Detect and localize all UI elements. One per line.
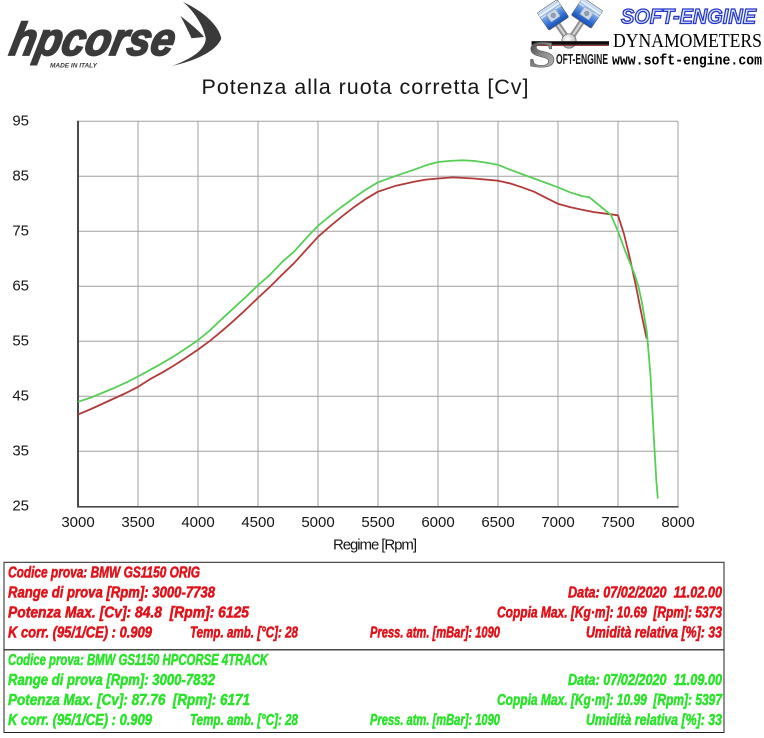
svg-text:5000: 5000 <box>301 514 334 531</box>
svg-text:Temp. amb. [°C]: 28: Temp. amb. [°C]: 28 <box>190 712 298 729</box>
svg-text:6000: 6000 <box>421 514 454 531</box>
svg-text:3000: 3000 <box>61 514 94 531</box>
svg-text:75: 75 <box>12 223 29 240</box>
svg-text:55: 55 <box>12 333 29 350</box>
svg-text:3500: 3500 <box>121 514 154 531</box>
svg-text:Codice prova: BMW GS1150 ORIG: Codice prova: BMW GS1150 ORIG <box>8 565 200 582</box>
svg-text:DYNAMOMETERS: DYNAMOMETERS <box>613 30 762 52</box>
svg-text:Range di prova [Rpm]: 3000-773: Range di prova [Rpm]: 3000-7738 <box>8 585 215 602</box>
svg-text:Potenza alla ruota corretta [C: Potenza alla ruota corretta [Cv] <box>202 75 529 99</box>
svg-text:K corr. (95/1/CE) : 0.909: K corr. (95/1/CE) : 0.909 <box>8 625 152 642</box>
svg-text:Temp. amb. [°C]: 28: Temp. amb. [°C]: 28 <box>190 625 298 642</box>
svg-text:Press. atm. [mBar]: 1090: Press. atm. [mBar]: 1090 <box>370 712 500 729</box>
svg-text:Regime [Rpm]: Regime [Rpm] <box>333 536 417 553</box>
svg-text:Umidità relativa [%]: 33: Umidità relativa [%]: 33 <box>586 712 722 729</box>
svg-text:65: 65 <box>12 278 29 295</box>
svg-text:95: 95 <box>12 113 29 130</box>
svg-text:45: 45 <box>12 388 29 405</box>
svg-text:www.soft-engine.com: www.soft-engine.com <box>612 54 762 70</box>
svg-text:MADE IN ITALY: MADE IN ITALY <box>50 62 98 69</box>
svg-text:K corr. (95/1/CE) : 0.909: K corr. (95/1/CE) : 0.909 <box>8 712 152 729</box>
svg-text:85: 85 <box>12 168 29 185</box>
svg-text:Coppia Max. [Kg·m]: 10.99 [Rp: Coppia Max. [Kg·m]: 10.99 [Rpm]: 5397 <box>497 692 723 709</box>
svg-text:Codice prova: BMW GS1150 HPCOR: Codice prova: BMW GS1150 HPCORSE 4TRACK <box>8 652 269 669</box>
svg-text:Data: 07/02/2020 11.09.00: Data: 07/02/2020 11.09.00 <box>568 672 722 689</box>
svg-text:OFT-ENGINE: OFT-ENGINE <box>556 52 608 68</box>
svg-text:Coppia Max. [Kg·m]: 10.69 [Rp: Coppia Max. [Kg·m]: 10.69 [Rpm]: 5373 <box>497 605 722 622</box>
svg-text:Range di prova [Rpm]: 3000-783: Range di prova [Rpm]: 3000-7832 <box>8 672 215 689</box>
svg-text:Potenza Max. [Cv]: 87.76 [Rpm: Potenza Max. [Cv]: 87.76 [Rpm]: 6171 <box>8 692 250 709</box>
svg-text:4500: 4500 <box>241 514 274 531</box>
svg-text:SOFT-ENGINE: SOFT-ENGINE <box>621 6 757 29</box>
svg-text:5500: 5500 <box>361 514 394 531</box>
svg-text:25: 25 <box>12 498 29 515</box>
svg-text:7500: 7500 <box>601 514 634 531</box>
svg-text:35: 35 <box>12 443 29 460</box>
svg-text:S: S <box>528 35 556 76</box>
svg-text:7000: 7000 <box>541 514 574 531</box>
svg-text:Data: 07/02/2020 11.02.00: Data: 07/02/2020 11.02.00 <box>568 585 722 602</box>
svg-text:Press. atm. [mBar]: 1090: Press. atm. [mBar]: 1090 <box>370 625 500 642</box>
svg-text:Umidità relativa [%]: 33: Umidità relativa [%]: 33 <box>586 625 722 642</box>
svg-text:Potenza Max. [Cv]: 84.8 [Rpm]: Potenza Max. [Cv]: 84.8 [Rpm]: 6125 <box>8 605 249 622</box>
svg-text:8000: 8000 <box>661 514 694 531</box>
svg-text:hpcorse: hpcorse <box>6 13 181 64</box>
svg-text:4000: 4000 <box>181 514 214 531</box>
svg-text:6500: 6500 <box>481 514 514 531</box>
